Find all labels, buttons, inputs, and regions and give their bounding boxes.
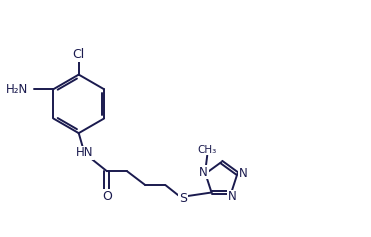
Text: CH₃: CH₃ bbox=[198, 145, 217, 155]
Text: H₂N: H₂N bbox=[6, 83, 28, 96]
Text: N: N bbox=[239, 167, 248, 180]
Text: N: N bbox=[228, 190, 236, 203]
Text: S: S bbox=[179, 192, 187, 205]
Text: N: N bbox=[199, 166, 208, 179]
Text: O: O bbox=[102, 190, 112, 203]
Text: HN: HN bbox=[75, 146, 93, 160]
Text: Cl: Cl bbox=[73, 48, 85, 61]
